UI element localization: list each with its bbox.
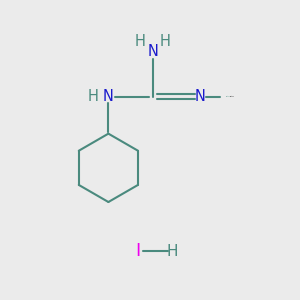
- Text: H: H: [88, 89, 99, 104]
- Text: methyl: methyl: [230, 95, 235, 97]
- Text: I: I: [136, 242, 141, 260]
- Text: N: N: [148, 44, 158, 59]
- Text: N: N: [103, 89, 114, 104]
- Text: H: H: [135, 34, 146, 49]
- Text: N: N: [195, 89, 206, 104]
- Text: methyl: methyl: [226, 96, 231, 97]
- Text: H: H: [167, 244, 178, 259]
- Text: H: H: [160, 34, 171, 49]
